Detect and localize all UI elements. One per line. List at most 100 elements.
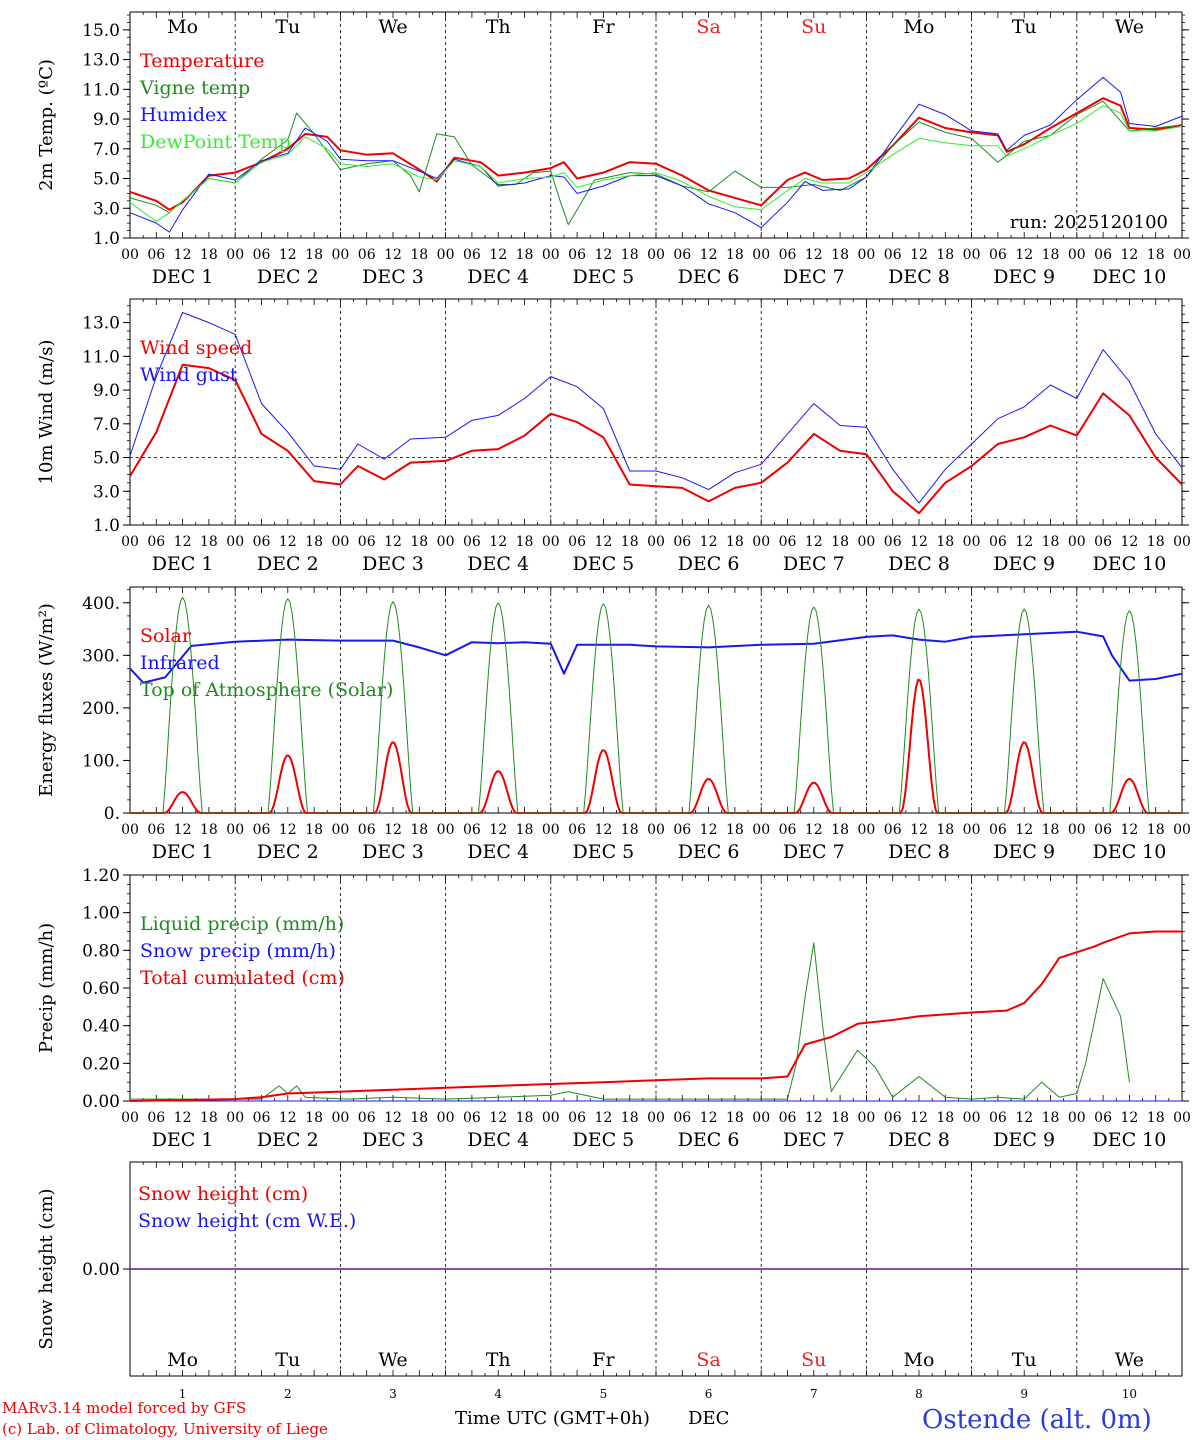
day-of-week-label: Tu [1012,16,1037,38]
hour-tick-label: 00 [226,247,244,263]
hour-tick-label: 00 [331,1110,349,1126]
hour-tick-label: 00 [752,1110,770,1126]
y-axis-label: 2m Temp. (ºC) [36,59,57,191]
hour-tick-label: 00 [963,1110,981,1126]
hour-tick-label: 12 [489,1110,507,1126]
hour-tick-label: 00 [331,822,349,838]
hour-tick-label: 00 [963,247,981,263]
y-tick-label: 13.0 [82,314,120,334]
hour-tick-label: 12 [489,247,507,263]
hour-tick-label: 12 [910,822,928,838]
hour-tick-label: 00 [542,534,560,550]
date-label: DEC 8 [888,1129,950,1151]
hour-tick-label: 18 [410,822,428,838]
date-label: DEC 10 [1092,841,1166,863]
hour-tick-label: 12 [279,822,297,838]
hour-tick-label: 12 [1120,822,1138,838]
hour-tick-label: 06 [358,822,376,838]
date-label: DEC 2 [257,1129,319,1151]
hour-tick-label: 12 [384,247,402,263]
date-label: DEC 7 [783,841,845,863]
day-of-week-label: Fr [592,1349,615,1371]
date-label: DEC 4 [467,841,529,863]
day-number-label: 3 [389,1387,397,1401]
series-wind-gust [129,312,1183,504]
date-label: DEC 2 [257,266,319,288]
hour-tick-label: 12 [805,534,823,550]
date-label: DEC 5 [573,266,635,288]
model-credit: MARv3.14 model forced by GFS [2,1399,246,1417]
hour-tick-label: 06 [358,1110,376,1126]
panel-energy: 0. 100. 200. 300. 400. Energy fluxes (W/m²) So… [36,586,1191,863]
day-number-label: 7 [810,1387,818,1401]
hour-tick-label: 18 [410,1110,428,1126]
day-of-week-label: Tu [275,16,300,38]
y-tick-label: 0.80 [82,941,120,961]
hour-tick-label: 06 [568,822,586,838]
date-label: DEC 4 [467,1129,529,1151]
hour-tick-label: 18 [200,1110,218,1126]
hour-tick-label: 00 [963,822,981,838]
hour-tick-label: 06 [1094,822,1112,838]
hour-tick-label: 00 [1173,1110,1191,1126]
day-of-week-label: Th [486,1349,511,1371]
hour-tick-label: 12 [594,247,612,263]
date-label: DEC 7 [783,1129,845,1151]
hour-tick-label: 00 [542,822,560,838]
hour-tick-label: 12 [910,534,928,550]
hour-tick-label: 06 [1094,534,1112,550]
hour-tick-label: 06 [1094,1110,1112,1126]
hour-tick-label: 18 [621,822,639,838]
day-of-week-label: Mo [904,1349,935,1371]
hour-tick-label: 06 [884,247,902,263]
y-tick-label: 400. [82,594,120,614]
hour-tick-label: 06 [884,822,902,838]
hour-tick-label: 00 [752,247,770,263]
hour-tick-label: 00 [1173,822,1191,838]
date-label: DEC 9 [993,266,1055,288]
y-tick-label: 100. [82,751,120,771]
date-label: DEC 7 [783,553,845,575]
hour-tick-label: 18 [936,1110,954,1126]
hour-tick-label: 00 [121,1110,139,1126]
hour-tick-label: 00 [963,534,981,550]
day-of-week-label: Sa [696,16,720,38]
date-label: DEC 2 [257,553,319,575]
day-of-week-label: We [378,1349,407,1371]
day-of-week-label: Tu [1012,1349,1037,1371]
hour-tick-label: 18 [516,247,534,263]
day-number-label: 8 [915,1387,923,1401]
legend-entry: Snow height (cm W.E.) [138,1210,356,1232]
x-axis-title: Time UTC (GMT+0h) [455,1408,650,1429]
hour-tick-label: 00 [647,247,665,263]
hour-tick-label: 00 [857,247,875,263]
date-label: DEC 4 [467,266,529,288]
hour-tick-label: 18 [1147,534,1165,550]
hour-tick-label: 00 [542,1110,560,1126]
hour-tick-label: 12 [489,534,507,550]
hour-tick-label: 12 [1015,822,1033,838]
hour-tick-label: 18 [831,534,849,550]
hour-tick-label: 00 [1173,247,1191,263]
hour-tick-label: 06 [989,247,1007,263]
day-of-week-label: Mo [904,16,935,38]
hour-tick-label: 00 [647,822,665,838]
hour-tick-label: 12 [174,247,192,263]
hour-tick-label: 00 [437,534,455,550]
hour-tick-label: 18 [726,822,744,838]
y-tick-label: 3.0 [93,482,120,502]
y-tick-label: 11.0 [82,80,120,100]
day-number-label: 6 [705,1387,713,1401]
hour-tick-label: 12 [384,822,402,838]
date-label: DEC 1 [152,266,214,288]
panel-temp: 1.0 3.0 5.0 7.0 9.0 11.0 13.0 15.0 2m Temp. (ºC)… [36,11,1191,288]
y-tick-label: 3.0 [93,199,120,219]
hour-tick-label: 06 [147,247,165,263]
hour-tick-label: 06 [253,822,271,838]
y-tick-label: 15.0 [82,21,120,41]
y-tick-label: 1.20 [82,866,120,886]
hour-tick-label: 12 [1120,1110,1138,1126]
hour-tick-label: 06 [673,534,691,550]
date-label: DEC 3 [362,841,424,863]
